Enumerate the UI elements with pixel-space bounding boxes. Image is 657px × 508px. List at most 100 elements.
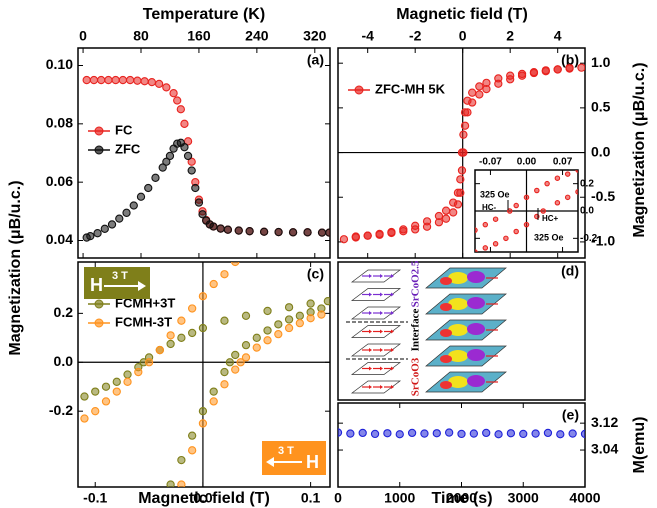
data-point [435,219,442,226]
data-point [81,415,88,422]
data-point [170,90,177,97]
data-point [470,430,477,437]
data-point [504,236,508,240]
legend-marker [95,319,103,327]
data-point [253,334,260,341]
annotation: HC- [482,203,497,212]
x-tick-label: 4 [554,28,562,44]
x-tick-label: -0.1 [83,490,107,506]
x-tick-label: 0 [459,28,467,44]
data-point [476,83,483,90]
data-point [127,76,134,83]
data-point [352,233,359,240]
data-point [195,199,202,206]
y-tick-label: -0.5 [591,188,615,204]
data-point [141,78,148,85]
domain [467,297,485,309]
annotation: 325 Oe [534,232,564,242]
y-tick-label: 3.12 [591,414,618,430]
data-point [221,271,228,278]
data-point [388,229,395,236]
panel-frame [338,403,585,487]
data-point [446,429,453,436]
legend-label: ZFC-MH 5K [375,81,446,96]
data-point [532,430,539,437]
y-tick-label: 0.0 [54,353,74,369]
axis-label: Magnetization (μB/u.c.) [631,62,648,237]
panel-label: (e) [562,407,579,423]
data-point [242,342,249,349]
data-point [101,225,108,232]
data-point [518,72,525,79]
data-point [555,176,559,180]
x-tick-label: 0.00 [517,157,537,168]
data-point [318,311,325,318]
legend-marker [355,86,363,94]
data-point [264,307,271,314]
x-tick-label: 4000 [569,490,600,506]
x-tick-label: 240 [245,28,269,44]
data-point [130,202,137,209]
data-point [334,429,341,436]
data-point [166,152,173,159]
data-point [124,378,131,385]
data-point [253,344,260,351]
data-point [108,221,115,228]
data-point [210,280,217,287]
data-point [83,76,90,83]
data-point [102,383,109,390]
legend-marker [95,127,103,135]
data-point [285,324,292,331]
data-point [217,225,224,232]
data-point [544,429,551,436]
data-point [535,188,539,192]
data-point [119,76,126,83]
legend-label: FC [115,122,133,137]
data-point [476,91,483,98]
data-point [90,76,97,83]
data-point [148,79,155,86]
y-tick-label: 0.2 [54,304,74,320]
data-point [340,236,347,243]
y-tick-label: 0.5 [591,99,611,115]
data-point [371,430,378,437]
data-point [210,388,217,395]
data-point [442,207,449,214]
domain [440,303,452,311]
data-point [167,332,174,339]
data-point [400,228,407,235]
data-point [409,429,416,436]
data-point [304,229,311,236]
y-tick-label: 3.04 [591,441,618,457]
data-point [124,371,131,378]
data-point [221,381,228,388]
data-point [450,209,457,216]
data-point [460,131,467,138]
domain [440,277,452,285]
data-point [210,223,217,230]
annotation: HC+ [542,214,559,223]
data-point [199,293,206,300]
data-point [433,430,440,437]
axis-label: Temperature (K) [143,6,265,23]
x-tick-label: -4 [361,28,374,44]
y-tick-label: -0.2 [49,402,73,418]
data-point [189,432,196,439]
x-tick-label: 0.1 [301,490,321,506]
data-point [92,408,99,415]
data-point [296,312,303,319]
data-point [289,229,296,236]
data-point [384,430,391,437]
data-point [285,304,292,311]
y-tick-label: -0.2 [580,233,598,244]
data-point [199,408,206,415]
data-point [376,231,383,238]
data-point [163,84,170,91]
data-point [81,393,88,400]
annotation: 325 Oe [480,189,510,199]
data-point [514,203,518,207]
domain [467,375,485,387]
domain [467,323,485,335]
data-point [454,201,461,208]
data-point [189,329,196,336]
